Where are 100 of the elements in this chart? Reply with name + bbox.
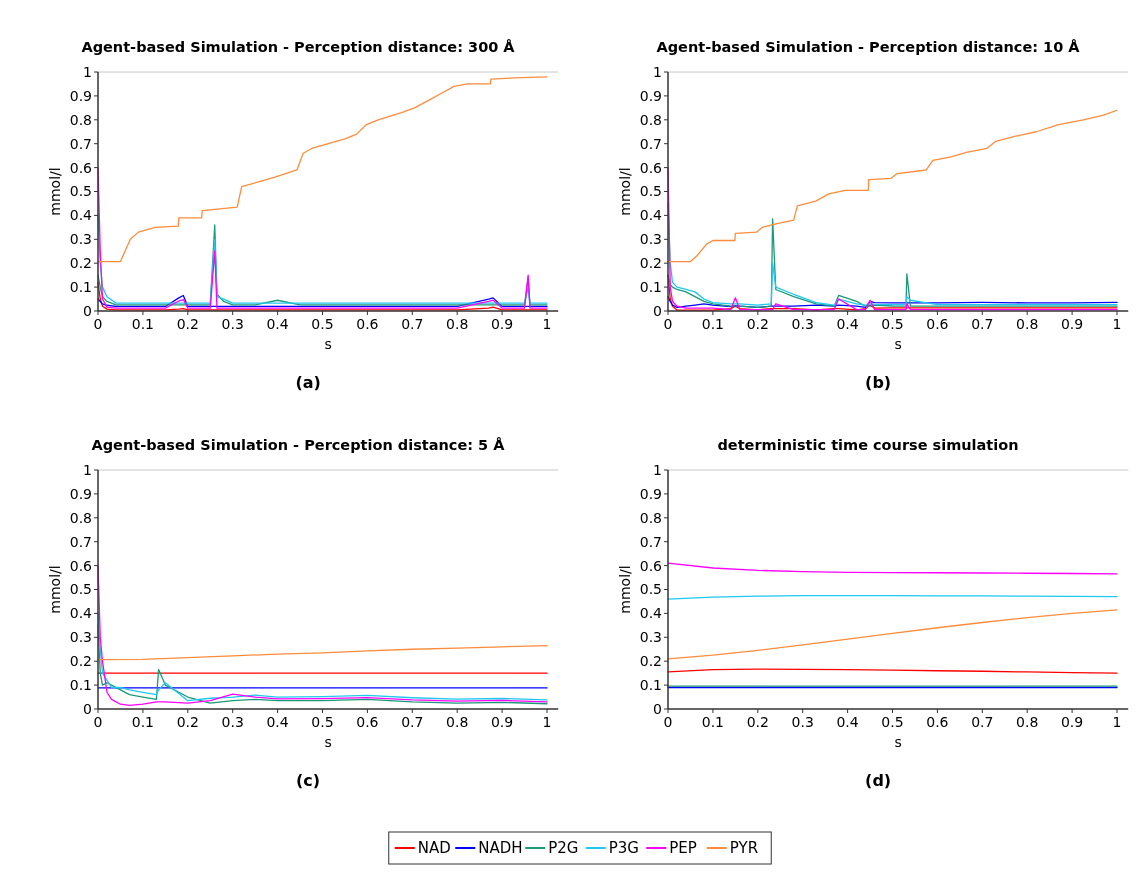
legend-label: NAD <box>417 839 451 858</box>
x-tick-label: 0.7 <box>401 316 424 332</box>
chart-title: Agent-based Simulation - Perception distance: 300 Å <box>81 39 516 55</box>
y-axis-title: mmol/l <box>47 565 63 614</box>
x-tick-label: 0.6 <box>356 316 379 332</box>
y-tick-label: 0.2 <box>639 255 662 272</box>
y-tick-label: 0 <box>653 700 662 717</box>
y-tick-label: 0.8 <box>69 509 92 526</box>
x-tick-label: 0.5 <box>311 316 334 332</box>
y-tick-label: 0.6 <box>639 557 663 574</box>
y-tick-label: 0.5 <box>639 581 662 598</box>
x-tick-label: 0.9 <box>1060 316 1084 332</box>
x-tick-label: 0.9 <box>490 316 514 332</box>
y-tick-label: 0.1 <box>69 677 92 693</box>
y-tick-label: 0.8 <box>639 509 662 526</box>
legend-label: P2G <box>548 839 579 858</box>
y-tick-label: 0.7 <box>69 533 92 550</box>
y-tick-label: 0.1 <box>69 279 92 295</box>
x-tick-label: 0.8 <box>446 714 469 730</box>
y-tick-label: 0.8 <box>69 111 92 128</box>
y-tick-label: 1 <box>83 461 92 478</box>
y-axis-title: mmol/l <box>617 565 633 614</box>
legend-label: PYR <box>729 839 759 858</box>
y-tick-label: 0.6 <box>639 159 663 176</box>
x-tick-label: 0.2 <box>176 316 199 332</box>
line-series <box>667 296 1118 309</box>
x-axis-title: s <box>894 734 902 750</box>
y-axis-title: mmol/l <box>47 167 63 216</box>
x-tick-label: 0.2 <box>746 316 769 332</box>
y-tick-label: 0.7 <box>69 135 92 152</box>
line-series <box>97 294 548 308</box>
legend-label: PEP <box>669 839 697 858</box>
y-tick-label: 0.7 <box>639 533 662 550</box>
chart-title: deterministic time course simulation <box>717 437 1019 453</box>
line-series <box>667 218 1118 309</box>
x-tick-label: 0.1 <box>131 316 155 332</box>
y-tick-label: 0.8 <box>639 111 662 128</box>
y-tick-label: 0 <box>83 700 92 717</box>
y-tick-label: 0.4 <box>69 207 93 224</box>
y-tick-label: 0.9 <box>69 485 92 502</box>
x-tick-label: 0.3 <box>791 316 814 332</box>
x-tick-label: 0.6 <box>926 714 949 730</box>
x-tick-label: 0 <box>93 714 103 730</box>
x-tick-label: 0.1 <box>701 714 725 730</box>
y-tick-label: 0 <box>83 302 92 319</box>
x-tick-label: 0.8 <box>1016 714 1039 730</box>
x-tick-label: 0.2 <box>176 714 199 730</box>
x-tick-label: 0.8 <box>446 316 469 332</box>
x-tick-label: 0.4 <box>836 714 859 730</box>
x-tick-label: 0.3 <box>221 316 244 332</box>
text: (a) <box>295 373 321 392</box>
x-tick-label: 0.4 <box>836 316 859 332</box>
x-tick-label: 0.1 <box>701 316 725 332</box>
x-tick-label: 0.3 <box>791 714 814 730</box>
y-tick-label: 1 <box>653 63 662 80</box>
x-tick-label: 0.2 <box>746 714 769 730</box>
x-tick-label: 1 <box>1112 714 1122 730</box>
x-tick-label: 0.5 <box>881 316 904 332</box>
line-series <box>97 645 548 661</box>
legend-label: P3G <box>608 839 639 858</box>
y-tick-label: 0.7 <box>639 135 662 152</box>
y-tick-label: 0.5 <box>69 581 92 598</box>
y-tick-label: 0.4 <box>639 605 663 622</box>
line-series <box>667 609 1118 660</box>
chart-title: Agent-based Simulation - Perception distance: 10 Å <box>656 39 1081 55</box>
text: (c) <box>296 771 321 790</box>
x-tick-label: 0.5 <box>311 714 334 730</box>
y-tick-label: 0.9 <box>639 485 662 502</box>
x-tick-label: 0 <box>93 316 103 332</box>
x-tick-label: 0.4 <box>266 714 289 730</box>
y-tick-label: 0.2 <box>69 653 92 670</box>
y-tick-label: 0.6 <box>69 159 93 176</box>
x-tick-label: 0.7 <box>401 714 424 730</box>
y-tick-label: 0.5 <box>639 183 662 200</box>
y-tick-label: 0.9 <box>69 87 92 104</box>
x-tick-label: 0.5 <box>881 714 904 730</box>
x-tick-label: 1 <box>1112 316 1122 332</box>
x-tick-label: 0.8 <box>1016 316 1039 332</box>
x-tick-label: 0.7 <box>971 714 994 730</box>
x-tick-label: 1 <box>542 316 552 332</box>
line-series <box>97 76 548 263</box>
y-tick-label: 0.3 <box>639 231 662 248</box>
y-axis-title: mmol/l <box>617 167 633 216</box>
y-tick-label: 0.4 <box>69 605 93 622</box>
y-tick-label: 0.3 <box>639 629 662 646</box>
legend-label: NADH <box>478 839 523 858</box>
text: (b) <box>865 373 892 392</box>
y-tick-label: 0.3 <box>69 231 92 248</box>
x-tick-label: 0.1 <box>131 714 155 730</box>
y-tick-label: 0.6 <box>69 557 93 574</box>
x-axis-title: s <box>894 336 902 352</box>
text: (d) <box>865 771 892 790</box>
y-tick-label: 0.9 <box>639 87 662 104</box>
y-tick-label: 1 <box>653 461 662 478</box>
line-series <box>667 109 1118 263</box>
y-tick-label: 1 <box>83 63 92 80</box>
y-tick-label: 0 <box>653 302 662 319</box>
x-tick-label: 0.6 <box>356 714 379 730</box>
x-tick-label: 0.7 <box>971 316 994 332</box>
y-tick-label: 0.2 <box>69 255 92 272</box>
